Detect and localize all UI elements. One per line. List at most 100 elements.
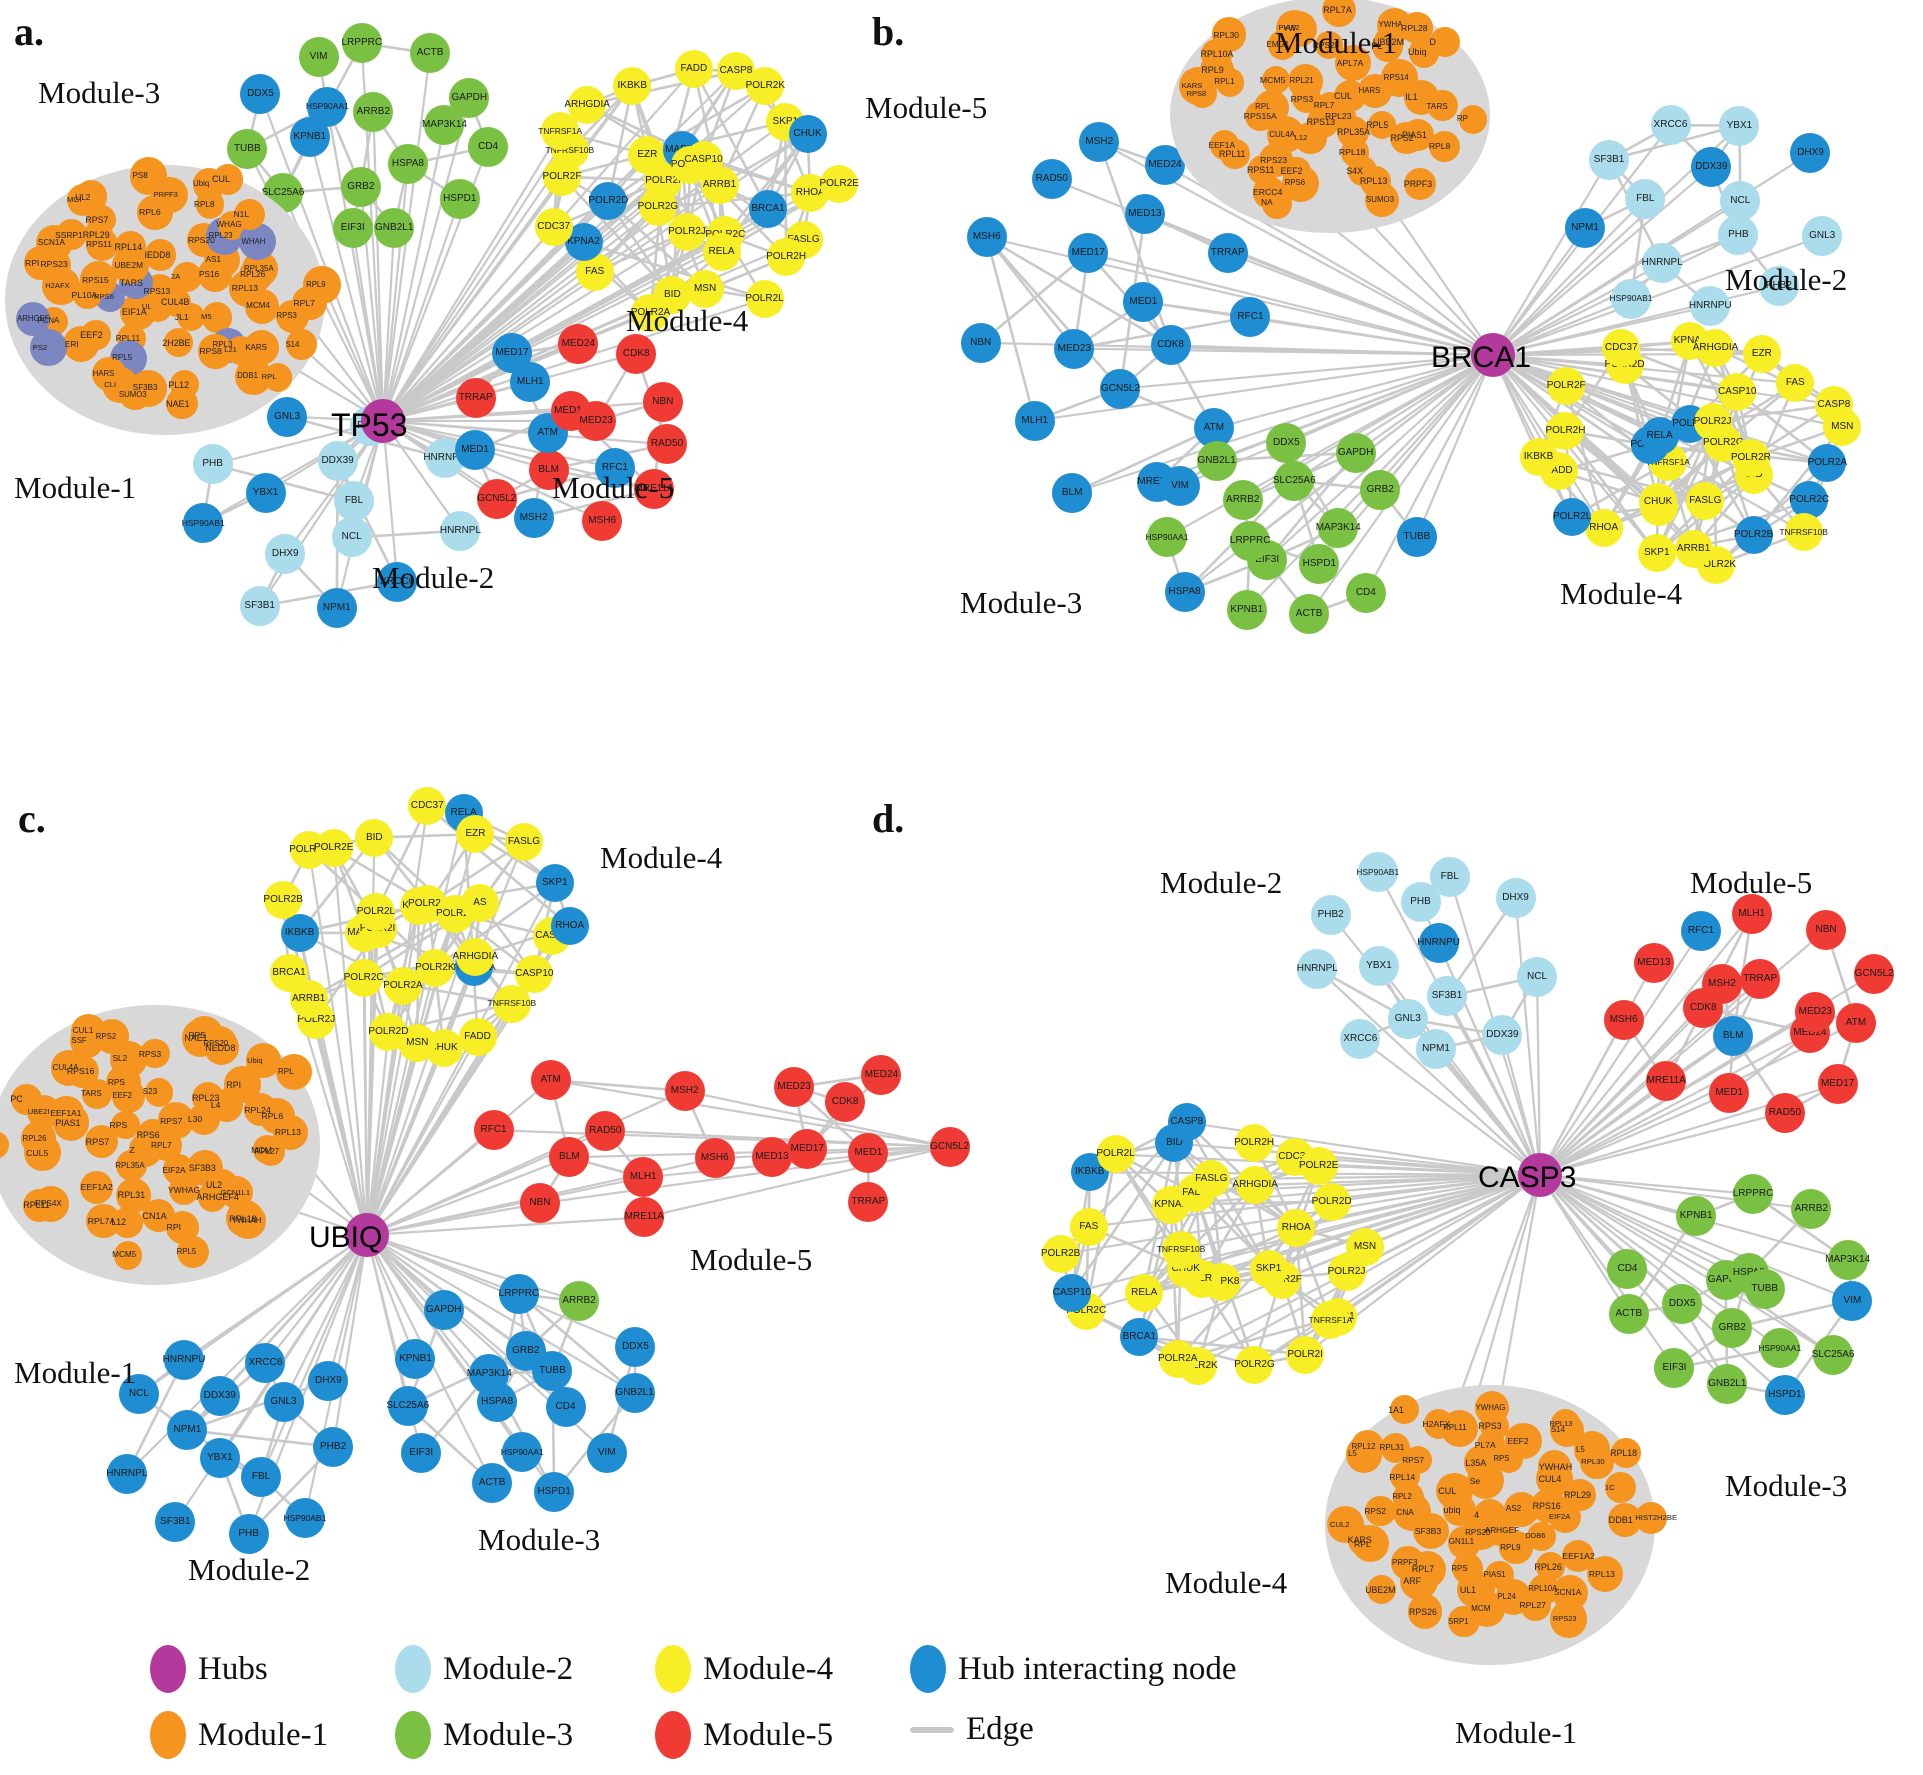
node-GAPDH[interactable]: GAPDH bbox=[1335, 432, 1376, 473]
blob-node[interactable] bbox=[273, 1114, 309, 1150]
node-YBX1[interactable]: YBX1 bbox=[245, 472, 286, 513]
blob-node[interactable] bbox=[74, 180, 108, 213]
node-CDC37[interactable]: CDC37 bbox=[1602, 329, 1641, 368]
node-FASLG[interactable]: FASLG bbox=[1686, 481, 1725, 520]
node-POLR2E[interactable]: POLR2E bbox=[819, 164, 859, 203]
node-XRCC6[interactable]: XRCC6 bbox=[377, 561, 418, 602]
node-POLR2A[interactable]: POLR2A bbox=[631, 294, 670, 333]
blob-node[interactable] bbox=[238, 257, 274, 292]
node-MSH6[interactable]: MSH6 bbox=[694, 1138, 735, 1179]
node-POLR2A[interactable]: POLR2A bbox=[383, 966, 423, 1005]
node-VIM[interactable]: VIM bbox=[586, 1432, 627, 1473]
node-SF3B1[interactable]: SF3B1 bbox=[239, 586, 280, 627]
node-MED13[interactable]: MED13 bbox=[1124, 194, 1165, 234]
blob-node[interactable] bbox=[102, 367, 138, 403]
node-ARRB2[interactable]: ARRB2 bbox=[353, 91, 394, 132]
node-CDK8[interactable]: CDK8 bbox=[616, 333, 657, 374]
node-GCN5L2[interactable]: GCN5L2 bbox=[1100, 368, 1141, 409]
node-GNB2L1[interactable]: GNB2L1 bbox=[1196, 440, 1237, 481]
node-BRCA1[interactable]: BRCA1 bbox=[749, 190, 788, 229]
blob-node[interactable] bbox=[245, 1043, 281, 1078]
node-PHB[interactable]: PHB bbox=[1718, 215, 1759, 256]
node-NBN[interactable]: NBN bbox=[1806, 909, 1847, 950]
blob-node[interactable] bbox=[292, 285, 327, 321]
node-POLR2D[interactable]: POLR2D bbox=[368, 1013, 408, 1052]
node-NCL[interactable]: NCL bbox=[118, 1374, 159, 1415]
node-CDC37[interactable]: CDC37 bbox=[408, 787, 447, 826]
node-MRE11A[interactable]: MRE11A bbox=[624, 1197, 665, 1238]
node-EIF3I[interactable]: EIF3I bbox=[401, 1433, 442, 1474]
node-HSPD1[interactable]: HSPD1 bbox=[1299, 543, 1340, 584]
node-FAS[interactable]: FAS bbox=[1069, 1207, 1108, 1246]
node-RFC1[interactable]: RFC1 bbox=[473, 1110, 514, 1151]
node-RFC1[interactable]: RFC1 bbox=[1680, 911, 1721, 952]
node-POLR2C[interactable]: POLR2C bbox=[1789, 481, 1829, 520]
node-SLC25A6[interactable]: SLC25A6 bbox=[1273, 460, 1316, 501]
node-KPNB1[interactable]: KPNB1 bbox=[395, 1338, 436, 1379]
node-HSPA8[interactable]: HSPA8 bbox=[1164, 572, 1205, 613]
node-POLR2K[interactable]: POLR2K bbox=[415, 948, 455, 987]
node-RAD50[interactable]: RAD50 bbox=[585, 1110, 626, 1151]
node-FBL[interactable]: FBL bbox=[1625, 178, 1666, 219]
node-POLR2A[interactable]: POLR2A bbox=[1158, 1340, 1197, 1379]
node-POLR2R[interactable]: POLR2R bbox=[1731, 438, 1771, 477]
blob-node[interactable] bbox=[1244, 100, 1275, 131]
node-SF3B1[interactable]: SF3B1 bbox=[1426, 976, 1467, 1017]
node-ACTB[interactable]: ACTB bbox=[410, 33, 451, 74]
blob-node[interactable] bbox=[1252, 176, 1286, 209]
node-POLR2L[interactable]: POLR2L bbox=[745, 279, 784, 318]
node-NBN[interactable]: NBN bbox=[642, 381, 683, 422]
node-PHB[interactable]: PHB bbox=[192, 444, 233, 485]
node-HSP90AA1[interactable]: HSP90AA1 bbox=[501, 1431, 544, 1472]
node-YBX1[interactable]: YBX1 bbox=[199, 1438, 240, 1479]
node-CASP10[interactable]: CASP10 bbox=[1053, 1273, 1091, 1312]
blob-node[interactable] bbox=[1178, 67, 1217, 106]
node-TUBB[interactable]: TUBB bbox=[227, 128, 268, 169]
node-PHB[interactable]: PHB bbox=[1400, 882, 1441, 923]
node-LRPPRC[interactable]: LRPPRC bbox=[499, 1273, 539, 1314]
node-ACTB[interactable]: ACTB bbox=[1289, 594, 1330, 635]
node-XRCC6[interactable]: XRCC6 bbox=[1650, 105, 1691, 146]
blob-node[interactable] bbox=[263, 363, 292, 392]
blob-node[interactable] bbox=[226, 1199, 264, 1238]
node-HSP90AB1[interactable]: HSP90AB1 bbox=[283, 1497, 326, 1538]
node-YBX1[interactable]: YBX1 bbox=[1719, 105, 1760, 146]
node-SKP1[interactable]: SKP1 bbox=[1637, 534, 1676, 573]
node-CD4[interactable]: CD4 bbox=[1345, 573, 1386, 614]
blob-node[interactable] bbox=[233, 198, 266, 231]
node-MED1[interactable]: MED1 bbox=[1709, 1073, 1750, 1114]
node-POLR2D[interactable]: POLR2D bbox=[588, 182, 628, 221]
node-MED23[interactable]: MED23 bbox=[774, 1067, 815, 1108]
node-XRCC6[interactable]: XRCC6 bbox=[245, 1343, 286, 1384]
blob-node[interactable] bbox=[245, 289, 280, 324]
node-TRRAP[interactable]: TRRAP bbox=[848, 1181, 889, 1222]
node-HSP90AB1[interactable]: HSP90AB1 bbox=[1609, 278, 1652, 319]
node-BRCA1[interactable]: BRCA1 bbox=[270, 954, 309, 993]
node-ATM[interactable]: ATM bbox=[1835, 1002, 1876, 1043]
node-MSH2[interactable]: MSH2 bbox=[513, 498, 554, 539]
node-NPM1[interactable]: NPM1 bbox=[1416, 1028, 1457, 1069]
node-NBN[interactable]: NBN bbox=[519, 1183, 560, 1224]
node-PHB2[interactable]: PHB2 bbox=[1758, 266, 1799, 307]
blob-node[interactable] bbox=[113, 1241, 143, 1270]
node-HNRNPU[interactable]: HNRNPU bbox=[163, 1339, 205, 1380]
node-FAS[interactable]: FAS bbox=[1776, 364, 1815, 403]
node-MED17[interactable]: MED17 bbox=[1817, 1064, 1858, 1105]
node-NBN[interactable]: NBN bbox=[960, 322, 1001, 363]
node-RHOA[interactable]: RHOA bbox=[1584, 508, 1623, 547]
node-NCL[interactable]: NCL bbox=[331, 517, 372, 558]
node-GNL3[interactable]: GNL3 bbox=[263, 1382, 304, 1423]
node-POLR2G[interactable]: POLR2G bbox=[1234, 1345, 1275, 1384]
blob-node[interactable] bbox=[62, 325, 99, 362]
node-GNB2L1[interactable]: GNB2L1 bbox=[614, 1372, 655, 1413]
node-HSP90AA1[interactable]: HSP90AA1 bbox=[306, 86, 349, 127]
node-CDK8[interactable]: CDK8 bbox=[825, 1082, 866, 1123]
node-MED17[interactable]: MED17 bbox=[787, 1128, 828, 1169]
blob-node[interactable] bbox=[80, 1170, 114, 1204]
node-TRRAP[interactable]: TRRAP bbox=[1207, 232, 1248, 273]
node-AS[interactable]: AS bbox=[460, 884, 499, 923]
node-YBX1[interactable]: YBX1 bbox=[1358, 945, 1399, 986]
node-POLR2B[interactable]: POLR2B bbox=[1041, 1235, 1080, 1274]
node-MLH1[interactable]: MLH1 bbox=[1014, 400, 1055, 441]
